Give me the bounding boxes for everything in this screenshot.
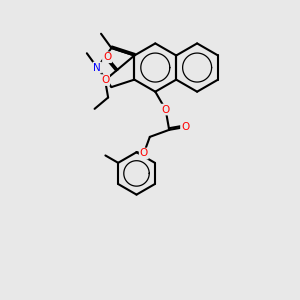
Text: O: O	[101, 75, 109, 85]
Text: O: O	[161, 104, 170, 115]
Text: O: O	[140, 148, 148, 158]
Text: O: O	[181, 122, 189, 132]
Text: O: O	[103, 52, 111, 62]
Text: N: N	[93, 63, 101, 73]
